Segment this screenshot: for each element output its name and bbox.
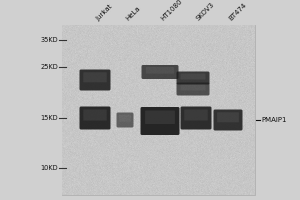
FancyBboxPatch shape [140, 107, 179, 135]
Bar [62, 25, 255, 195]
Text: 10KD: 10KD [40, 165, 58, 171]
FancyBboxPatch shape [181, 73, 206, 79]
Text: Jurkat: Jurkat [95, 3, 114, 22]
FancyBboxPatch shape [184, 110, 208, 120]
FancyBboxPatch shape [214, 110, 242, 130]
Text: PMAIP1: PMAIP1 [261, 117, 286, 123]
Text: BT474: BT474 [228, 2, 248, 22]
FancyBboxPatch shape [217, 112, 239, 122]
Text: 25KD: 25KD [40, 64, 58, 70]
FancyBboxPatch shape [145, 110, 175, 124]
Text: SKOV3: SKOV3 [195, 1, 215, 22]
FancyBboxPatch shape [181, 84, 206, 90]
Text: 35KD: 35KD [40, 37, 58, 43]
Text: HT1080: HT1080 [160, 0, 184, 22]
FancyBboxPatch shape [176, 82, 209, 96]
FancyBboxPatch shape [83, 110, 107, 120]
Text: HeLa: HeLa [125, 5, 142, 22]
FancyBboxPatch shape [181, 106, 212, 130]
FancyBboxPatch shape [142, 65, 178, 79]
FancyBboxPatch shape [83, 72, 107, 82]
FancyBboxPatch shape [116, 112, 134, 128]
FancyBboxPatch shape [80, 70, 110, 90]
FancyBboxPatch shape [80, 106, 110, 130]
FancyBboxPatch shape [176, 72, 209, 84]
FancyBboxPatch shape [146, 67, 174, 74]
Text: 15KD: 15KD [40, 115, 58, 121]
